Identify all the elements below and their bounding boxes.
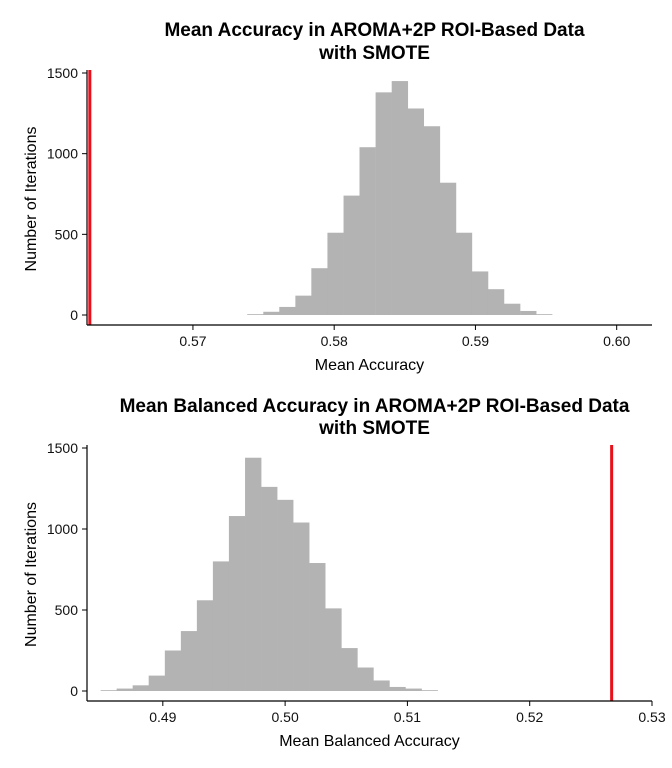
histogram-bar-9 [228,516,246,691]
histogram-bar-10 [391,81,409,315]
histogram-bar-13 [293,522,310,691]
histogram-bar-16 [487,289,505,315]
histogram-bar-14 [309,563,326,691]
x-tick-label: 0.60 [603,333,630,349]
histogram-bar-21 [421,690,438,691]
histogram-bar-7 [343,195,360,315]
histogram-bar-2 [116,688,133,691]
y-tick-label: 500 [55,602,79,618]
histogram-bar-4 [295,295,312,315]
x-tick-label: 0.53 [638,709,665,725]
histogram-bar-5 [164,650,182,691]
x-axis-title: Mean Accuracy [315,357,424,374]
histogram-bar-15 [325,608,342,691]
y-tick-label: 1500 [47,65,78,81]
histogram-bar-8 [212,561,230,691]
x-tick-label: 0.57 [179,333,206,349]
x-tick-label: 0.51 [394,709,421,725]
x-tick-label: 0.49 [149,709,176,725]
histogram-bar-11 [261,486,278,691]
histogram-bar-17 [357,667,374,691]
histogram-bar-3 [132,685,150,691]
y-tick-label: 1000 [47,146,78,162]
histogram-bar-1 [100,690,117,691]
y-tick-label: 0 [70,683,78,699]
chart-title-line-1: Mean Balanced Accuracy in AROMA+2P ROI-B… [120,396,630,417]
histogram-bar-2 [263,311,280,315]
histogram-bar-17 [504,303,521,315]
y-tick-label: 1000 [47,521,78,537]
y-tick-label: 0 [70,307,78,323]
x-tick-label: 0.59 [462,333,489,349]
histogram-bar-3 [279,306,296,315]
x-axis-title: Mean Balanced Accuracy [279,733,460,750]
histogram-bar-6 [180,631,198,691]
chart-title-line-2: with SMOTE [318,43,430,64]
mean-accuracy-panel: Mean Accuracy in AROMA+2P ROI-Based Data… [23,20,652,374]
histogram-bar-16 [341,648,358,691]
histogram-bar-14 [455,232,473,315]
histogram-bar-7 [196,600,214,691]
histogram-bar-5 [311,268,328,315]
histogram-bar-18 [373,680,390,691]
histogram-bar-6 [327,232,344,315]
histogram-bar-8 [359,147,376,315]
histogram-bar-18 [520,310,537,315]
histogram-bar-9 [375,92,392,315]
histogram-bar-12 [277,499,294,691]
y-axis-title: Number of Iterations [23,502,40,647]
histogram-bar-19 [389,686,406,691]
chart-title-line-1: Mean Accuracy in AROMA+2P ROI-Based Data [164,20,585,41]
x-tick-label: 0.50 [271,709,298,725]
y-axis-title: Number of Iterations [23,127,40,272]
histogram-bar-1 [247,314,264,315]
histogram-bar-13 [439,182,457,315]
histogram-bar-11 [407,108,425,316]
y-tick-label: 500 [55,226,79,242]
y-tick-label: 1500 [47,440,78,456]
x-tick-label: 0.52 [516,709,543,725]
histogram-bar-20 [405,688,422,691]
histogram-bar-19 [536,314,553,315]
histogram-bar-4 [148,675,166,691]
histogram-bar-10 [245,457,262,691]
chart-title-line-2: with SMOTE [318,418,430,439]
mean-balanced-accuracy-panel: Mean Balanced Accuracy in AROMA+2P ROI-B… [23,396,666,750]
histogram-bar-15 [471,271,489,315]
x-tick-label: 0.58 [321,333,348,349]
histogram-bar-12 [423,126,441,316]
